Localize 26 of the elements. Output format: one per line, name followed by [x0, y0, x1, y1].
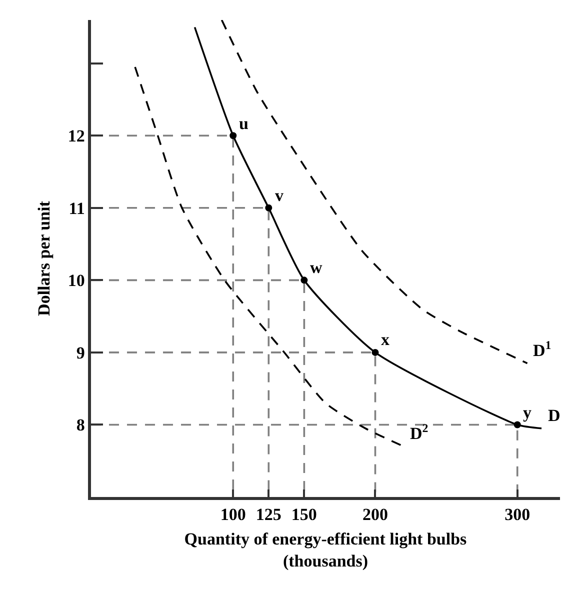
x-tick-label: 100: [220, 505, 246, 524]
annotation: D: [548, 406, 560, 425]
annotation: v: [275, 186, 284, 205]
point: [230, 132, 237, 140]
point: [300, 276, 308, 284]
y-tick-label: 12: [68, 126, 85, 146]
y-tick-label: 10: [68, 271, 85, 290]
x-tick-label: 125: [256, 505, 282, 524]
annotation: D$^{1}$: [533, 338, 552, 360]
annotation: w: [310, 258, 323, 277]
y-tick-label: 11: [68, 198, 85, 218]
x-tick-label: 300: [504, 505, 530, 524]
x-axis-title: Quantity of energy-efficient light bulbs (thousands): [184, 530, 468, 571]
point: [265, 204, 272, 212]
annotation: y: [523, 403, 532, 422]
x-tick-label: 150: [291, 505, 317, 524]
point: [514, 421, 521, 428]
x-tick-label: 200: [362, 505, 388, 524]
annotation: D$^{2}$: [410, 421, 428, 444]
point: [372, 348, 379, 356]
annotation: u: [239, 114, 248, 133]
annotation: x: [381, 330, 390, 349]
y-tick-label: 9: [76, 343, 85, 362]
line-series: [220, 20, 528, 364]
y-axis-title: Dollars per unit: [34, 200, 54, 316]
y-tick-label: 8: [76, 416, 85, 435]
